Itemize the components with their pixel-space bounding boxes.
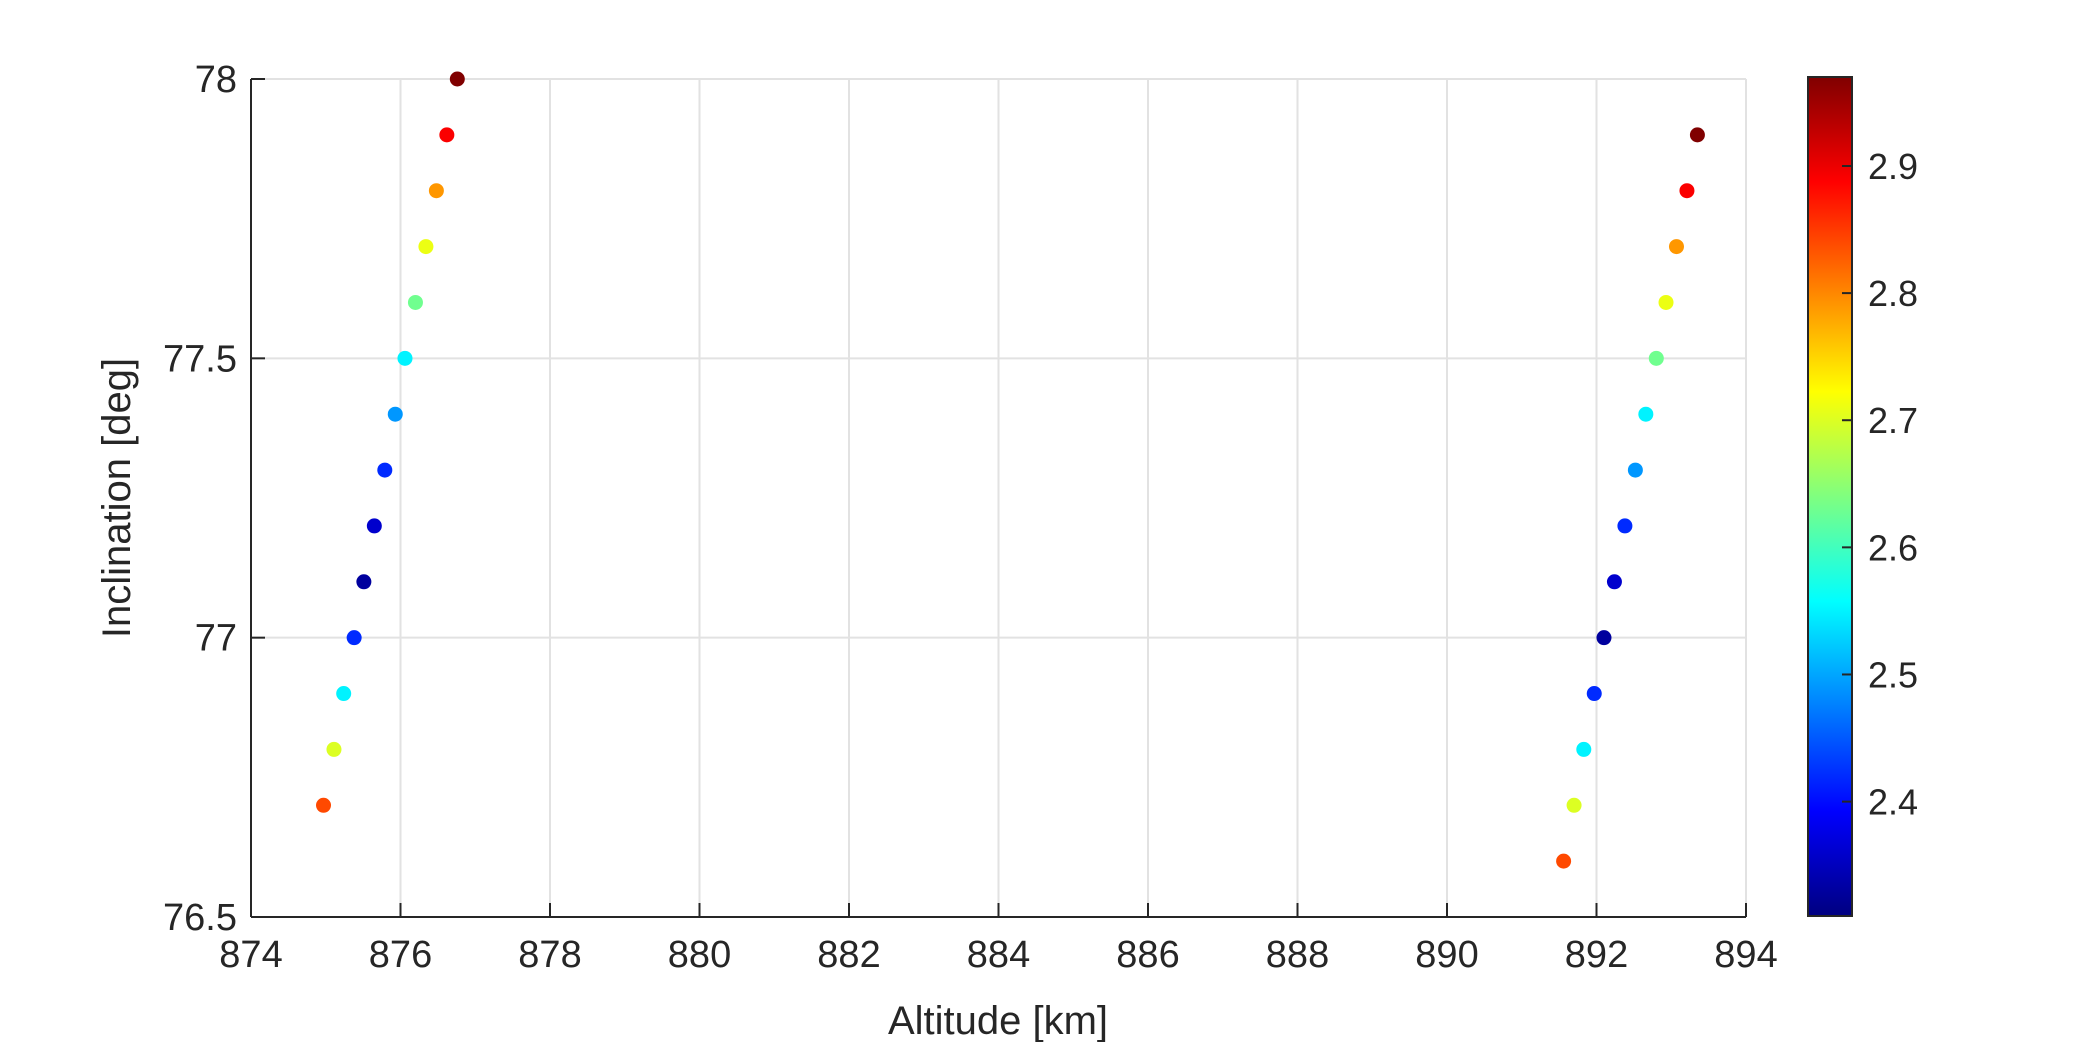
data-point bbox=[449, 71, 465, 87]
data-point bbox=[316, 797, 332, 813]
colorbar-tick-label: 2.8 bbox=[1868, 273, 1918, 314]
x-axis-label: Altitude [km] bbox=[888, 999, 1108, 1042]
data-point bbox=[1638, 406, 1654, 422]
data-point bbox=[1689, 127, 1705, 143]
data-point bbox=[1617, 518, 1633, 534]
colorbar-ticks: 2.4 2.5 2.6 2.7 2.8 2.9 bbox=[1842, 146, 1918, 823]
data-point bbox=[336, 686, 352, 702]
data-point bbox=[387, 406, 403, 422]
colorbar-gradient bbox=[1807, 76, 1853, 917]
data-points bbox=[316, 71, 1705, 869]
data-point bbox=[439, 127, 455, 143]
data-point bbox=[1679, 183, 1695, 199]
x-axis-ticks: 874 876 878 880 882 884 886 888 890 892 894 bbox=[219, 903, 1778, 976]
plot-area: 874 876 878 880 882 884 886 888 890 892 894 76.5 77… bbox=[163, 59, 1778, 976]
colorbar-tick-label: 2.5 bbox=[1868, 654, 1918, 695]
x-tick-label: 886 bbox=[1116, 934, 1179, 976]
data-point bbox=[1627, 462, 1643, 478]
x-tick-label: 888 bbox=[1266, 934, 1329, 976]
data-point bbox=[346, 630, 362, 646]
data-point bbox=[377, 462, 393, 478]
y-tick-label: 78 bbox=[195, 59, 237, 101]
x-tick-label: 890 bbox=[1415, 934, 1478, 976]
y-tick-label: 77 bbox=[195, 618, 237, 660]
colorbar-tick-label: 2.7 bbox=[1868, 400, 1918, 441]
y-axis-ticks: 76.5 77 77.5 78 bbox=[163, 59, 265, 939]
y-tick-label: 76.5 bbox=[163, 897, 237, 939]
data-point bbox=[418, 239, 434, 255]
colorbar: 2.4 2.5 2.6 2.7 2.8 2.9 bbox=[1807, 76, 1918, 917]
data-point bbox=[428, 183, 444, 199]
x-tick-label: 878 bbox=[518, 934, 581, 976]
data-point bbox=[326, 741, 342, 757]
data-point bbox=[1596, 630, 1612, 646]
colorbar-tick-label: 2.9 bbox=[1868, 146, 1918, 187]
x-tick-label: 876 bbox=[369, 934, 432, 976]
x-gridlines bbox=[250, 79, 1747, 917]
data-point bbox=[407, 294, 423, 310]
data-point bbox=[1606, 574, 1622, 590]
data-point bbox=[1576, 741, 1592, 757]
data-point bbox=[1586, 686, 1602, 702]
data-point bbox=[1566, 797, 1582, 813]
colorbar-tick-label: 2.4 bbox=[1868, 782, 1918, 823]
x-tick-label: 892 bbox=[1565, 934, 1628, 976]
data-point bbox=[397, 350, 413, 366]
data-point bbox=[1556, 853, 1572, 869]
data-point bbox=[356, 574, 372, 590]
x-tick-label: 874 bbox=[219, 934, 282, 976]
y-axis-label: Inclination [deg] bbox=[95, 358, 139, 638]
data-point bbox=[1648, 350, 1664, 366]
data-point bbox=[1658, 294, 1674, 310]
data-point bbox=[366, 518, 382, 534]
x-tick-label: 884 bbox=[967, 934, 1030, 976]
colorbar-tick-label: 2.6 bbox=[1868, 527, 1918, 568]
x-tick-label: 880 bbox=[668, 934, 731, 976]
y-tick-label: 77.5 bbox=[163, 338, 237, 380]
x-tick-label: 894 bbox=[1714, 934, 1777, 976]
x-tick-label: 882 bbox=[817, 934, 880, 976]
data-point bbox=[1668, 239, 1684, 255]
